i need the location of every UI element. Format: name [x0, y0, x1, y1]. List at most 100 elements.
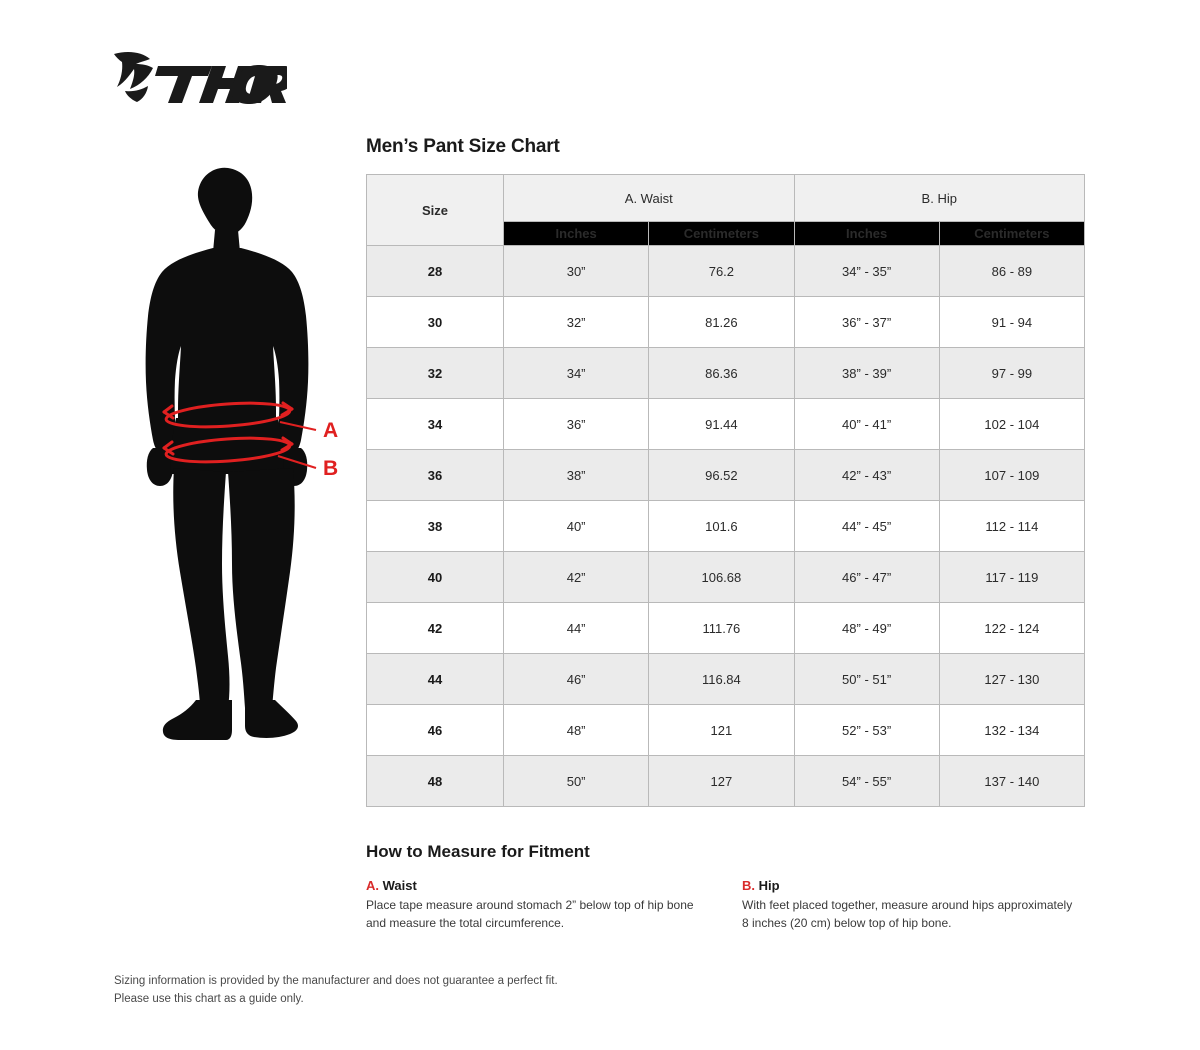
- cell-waist-centimeters: 121: [648, 704, 795, 756]
- cell-hip-inches: 46” - 47”: [793, 551, 940, 603]
- thor-logo: [112, 48, 287, 110]
- cell-hip-inches: 48” - 49”: [793, 602, 940, 654]
- cell-waist-centimeters: 101.6: [648, 500, 795, 552]
- measure-marker-b: B.: [742, 878, 755, 893]
- cell-hip-centimeters: 86 - 89: [938, 245, 1086, 297]
- measure-label-hip: B. Hip: [742, 878, 1077, 893]
- cell-hip-inches: 54” - 55”: [793, 755, 940, 807]
- cell-hip-inches: 34” - 35”: [793, 245, 940, 297]
- measure-text-waist: Place tape measure around stomach 2” bel…: [366, 898, 694, 930]
- cell-size: 44: [366, 653, 504, 705]
- how-to-measure-waist: A. Waist Place tape measure around stoma…: [366, 878, 701, 932]
- measure-text-hip: With feet placed together, measure aroun…: [742, 898, 1073, 930]
- trademark-dot: [278, 98, 282, 102]
- header-unit-row: Inches Centimeters Inches Centimeters: [367, 221, 1086, 246]
- cell-waist-inches: 32”: [502, 296, 650, 348]
- header-waist-centimeters: Centimeters: [648, 221, 795, 246]
- cell-waist-centimeters: 96.52: [648, 449, 795, 501]
- table-row: 34 36” 91.44 40” - 41” 102 - 104: [366, 398, 1086, 450]
- cell-size: 42: [366, 602, 504, 654]
- cell-hip-centimeters: 137 - 140: [938, 755, 1086, 807]
- hip-annotation-label: B: [323, 457, 338, 480]
- table-row: 40 42” 106.68 46” - 47” 117 - 119: [366, 551, 1086, 603]
- cell-waist-centimeters: 127: [648, 755, 795, 807]
- cell-size: 32: [366, 347, 504, 399]
- cell-hip-inches: 52” - 53”: [793, 704, 940, 756]
- how-to-measure-hip: B. Hip With feet placed together, measur…: [742, 878, 1077, 932]
- cell-size: 46: [366, 704, 504, 756]
- cell-hip-centimeters: 112 - 114: [938, 500, 1086, 552]
- table-row: 48 50” 127 54” - 55” 137 - 140: [366, 755, 1086, 807]
- cell-size: 40: [366, 551, 504, 603]
- cell-hip-centimeters: 132 - 134: [938, 704, 1086, 756]
- cell-waist-inches: 40”: [502, 500, 650, 552]
- measure-name-hip: Hip: [758, 878, 780, 893]
- table-row: 42 44” 111.76 48” - 49” 122 - 124: [366, 602, 1086, 654]
- cell-waist-centimeters: 111.76: [648, 602, 795, 654]
- cell-hip-centimeters: 102 - 104: [938, 398, 1086, 450]
- table-row: 46 48” 121 52” - 53” 132 - 134: [366, 704, 1086, 756]
- table-row: 44 46” 116.84 50” - 51” 127 - 130: [366, 653, 1086, 705]
- cell-waist-inches: 34”: [502, 347, 650, 399]
- size-chart-table: Size A. Waist B. Hip Inches Centimeters …: [366, 174, 1086, 807]
- cell-size: 30: [366, 296, 504, 348]
- cell-waist-inches: 46”: [502, 653, 650, 705]
- male-silhouette-icon: [145, 167, 309, 740]
- cell-waist-centimeters: 86.36: [648, 347, 795, 399]
- table-row: 38 40” 101.6 44” - 45” 112 - 114: [366, 500, 1086, 552]
- hip-leader-line: [277, 455, 317, 469]
- table-row: 30 32” 81.26 36” - 37” 91 - 94: [366, 296, 1086, 348]
- waist-annotation-label: A: [323, 419, 338, 442]
- cell-size: 36: [366, 449, 504, 501]
- cell-waist-centimeters: 91.44: [648, 398, 795, 450]
- cell-hip-inches: 38” - 39”: [793, 347, 940, 399]
- cell-waist-inches: 50”: [502, 755, 650, 807]
- table-row: 36 38” 96.52 42” - 43” 107 - 109: [366, 449, 1086, 501]
- header-group-row: Size A. Waist B. Hip: [366, 174, 1085, 246]
- cell-waist-inches: 48”: [502, 704, 650, 756]
- table-row: 32 34” 86.36 38” - 39” 97 - 99: [366, 347, 1086, 399]
- cell-hip-inches: 44” - 45”: [793, 500, 940, 552]
- cell-hip-centimeters: 122 - 124: [938, 602, 1086, 654]
- header-waist-inches: Inches: [502, 221, 650, 246]
- disclaimer: Sizing information is provided by the ma…: [114, 973, 558, 1009]
- cell-hip-centimeters: 97 - 99: [938, 347, 1086, 399]
- body-silhouette-figure: A B: [120, 160, 350, 760]
- cell-hip-centimeters: 107 - 109: [938, 449, 1086, 501]
- cell-hip-inches: 50” - 51”: [793, 653, 940, 705]
- header-size: Size: [366, 174, 504, 246]
- thor-wordmark: [155, 65, 287, 104]
- cell-waist-inches: 38”: [502, 449, 650, 501]
- cell-waist-centimeters: 116.84: [648, 653, 795, 705]
- cell-waist-centimeters: 76.2: [648, 245, 795, 297]
- cell-size: 38: [366, 500, 504, 552]
- cell-waist-centimeters: 81.26: [648, 296, 795, 348]
- cell-hip-centimeters: 117 - 119: [938, 551, 1086, 603]
- cell-hip-inches: 36” - 37”: [793, 296, 940, 348]
- disclaimer-line-2: Please use this chart as a guide only.: [114, 992, 304, 1005]
- cell-hip-inches: 42” - 43”: [793, 449, 940, 501]
- header-group-hip: B. Hip: [793, 174, 1085, 222]
- hip-measure-band: [162, 436, 294, 464]
- cell-waist-inches: 36”: [502, 398, 650, 450]
- cell-size: 28: [366, 245, 504, 297]
- table-row: 28 30” 76.2 34” - 35” 86 - 89: [366, 245, 1086, 297]
- page-title: Men’s Pant Size Chart: [366, 136, 560, 157]
- cell-hip-centimeters: 91 - 94: [938, 296, 1086, 348]
- cell-hip-inches: 40” - 41”: [793, 398, 940, 450]
- measure-marker-a: A.: [366, 878, 379, 893]
- cell-waist-inches: 30”: [502, 245, 650, 297]
- thor-helmet-icon: [114, 51, 153, 102]
- table-header: Size A. Waist B. Hip Inches Centimeters …: [366, 174, 1086, 246]
- header-group-waist: A. Waist: [503, 174, 795, 222]
- cell-waist-centimeters: 106.68: [648, 551, 795, 603]
- header-hip-centimeters: Centimeters: [938, 221, 1086, 246]
- measure-label-waist: A. Waist: [366, 878, 701, 893]
- how-to-measure-heading: How to Measure for Fitment: [366, 842, 590, 861]
- cell-hip-centimeters: 127 - 130: [938, 653, 1086, 705]
- waist-leader-line: [279, 421, 317, 431]
- cell-size: 48: [366, 755, 504, 807]
- table-body: 28 30” 76.2 34” - 35” 86 - 89 30 32” 81.26 36” -…: [366, 245, 1086, 807]
- header-hip-inches: Inches: [793, 221, 940, 246]
